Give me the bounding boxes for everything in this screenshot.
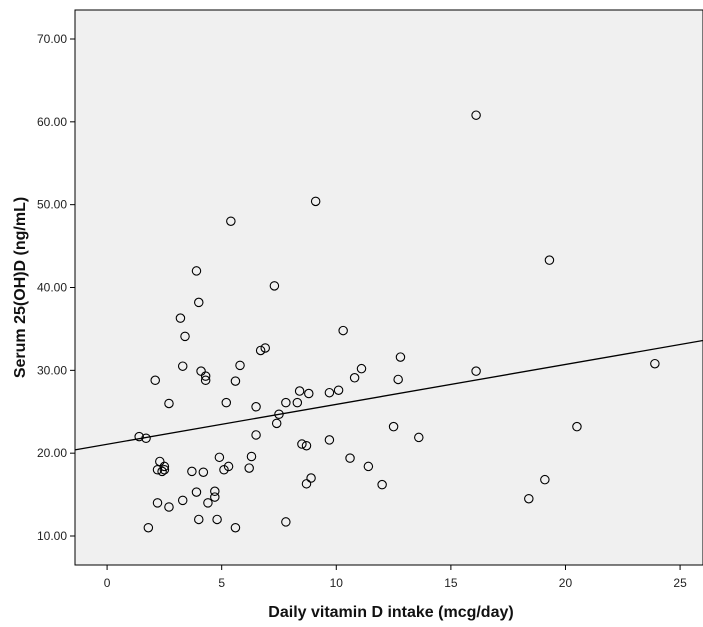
x-tick-label: 25	[673, 576, 687, 590]
data-point	[251, 430, 261, 440]
data-point	[304, 388, 314, 399]
data-point	[221, 397, 232, 408]
x-axis-title: Daily vitamin D intake (mcg/day)	[268, 604, 513, 621]
data-point	[157, 466, 167, 477]
data-point	[255, 345, 266, 356]
data-point	[244, 463, 254, 473]
data-point	[235, 360, 245, 371]
data-point	[572, 421, 582, 432]
data-point	[180, 331, 190, 342]
data-point	[349, 373, 360, 383]
data-point	[524, 493, 534, 504]
data-point	[223, 461, 234, 472]
data-point	[356, 363, 367, 374]
data-point	[274, 409, 284, 419]
y-tick-label: 40.00	[37, 281, 67, 295]
data-point	[177, 361, 188, 371]
data-point	[143, 522, 154, 533]
data-point	[294, 386, 305, 396]
y-axis-title: Serum 25(OH)D (ng/mL)	[12, 197, 29, 378]
data-point	[210, 486, 220, 497]
data-point	[230, 522, 241, 533]
data-point	[194, 514, 204, 525]
data-point	[210, 492, 220, 502]
y-tick-label: 20.00	[37, 446, 67, 460]
data-point	[395, 352, 406, 362]
data-point	[159, 461, 170, 472]
x-tick-label: 5	[218, 576, 225, 590]
data-point	[141, 433, 151, 444]
x-tick-label: 0	[104, 576, 111, 590]
y-tick-label: 60.00	[37, 115, 67, 129]
data-point	[281, 397, 291, 408]
data-point	[377, 479, 387, 490]
data-point	[251, 402, 261, 412]
data-point	[292, 397, 303, 408]
plot-area	[74, 9, 703, 566]
data-point	[177, 495, 188, 506]
data-point	[324, 435, 335, 445]
y-tick-label: 10.00	[37, 529, 67, 543]
data-point	[333, 385, 344, 395]
data-point	[310, 196, 321, 207]
y-axis: 10.00 20.00 30.00 40.00 50.00 60.00 70.00	[37, 32, 75, 543]
data-point	[393, 374, 403, 385]
data-point	[214, 452, 225, 463]
data-point	[191, 487, 202, 497]
data-point	[194, 297, 204, 308]
data-point	[301, 479, 312, 489]
data-point	[324, 387, 335, 398]
data-point	[414, 432, 424, 443]
data-point	[152, 498, 163, 508]
data-point	[164, 502, 174, 512]
data-point	[297, 439, 307, 449]
data-point	[271, 418, 282, 429]
data-point	[191, 266, 202, 276]
data-point	[471, 110, 481, 120]
data-point	[388, 421, 399, 432]
x-axis: 0 5 10 15 20 25	[104, 565, 687, 590]
data-point	[164, 398, 174, 409]
data-point	[187, 466, 197, 477]
data-point	[226, 216, 236, 226]
data-point	[650, 358, 660, 369]
data-point	[230, 376, 241, 386]
data-point	[306, 473, 316, 483]
data-point	[269, 281, 280, 291]
data-point	[281, 517, 291, 527]
y-tick-label: 30.00	[37, 363, 67, 377]
data-point	[540, 474, 550, 485]
data-point	[150, 375, 160, 386]
data-point	[159, 464, 170, 475]
data-point	[345, 453, 355, 463]
x-tick-label: 10	[330, 576, 344, 590]
data-point	[203, 498, 213, 508]
data-point	[338, 325, 348, 336]
data-point	[200, 375, 211, 386]
data-point	[363, 461, 374, 472]
data-point	[134, 431, 144, 442]
y-tick-label: 70.00	[37, 32, 67, 46]
x-tick-label: 15	[444, 576, 458, 590]
x-tick-label: 20	[559, 576, 573, 590]
data-point	[212, 514, 222, 525]
data-point	[175, 313, 186, 323]
data-point	[471, 366, 481, 376]
data-point	[544, 255, 555, 265]
data-point	[260, 343, 270, 353]
data-point	[200, 371, 211, 381]
y-tick-label: 50.00	[37, 198, 67, 212]
regression-line	[74, 339, 703, 451]
data-point	[301, 440, 312, 451]
data-point	[246, 451, 257, 462]
data-point	[198, 467, 209, 477]
